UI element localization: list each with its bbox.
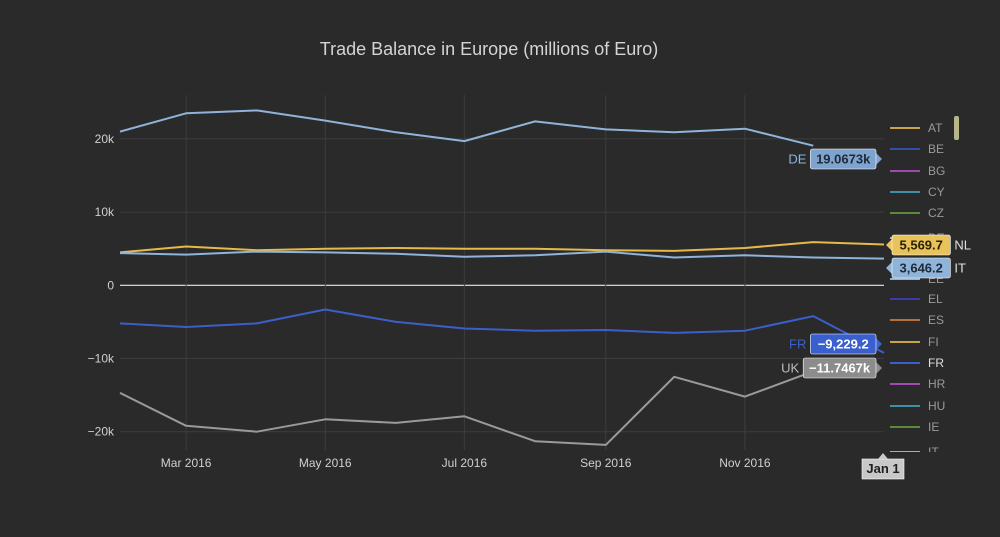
hover-label-it: 3,646.2 IT <box>886 257 966 279</box>
y-tick-label: 0 <box>107 278 114 292</box>
y-tick-label: −20k <box>88 425 115 439</box>
legend-item-hu[interactable]: HU <box>890 399 945 413</box>
series-line-fr <box>119 308 885 354</box>
hover-label-value: 19.0673k <box>816 152 871 167</box>
hover-label-pointer <box>876 338 882 350</box>
y-tick-label: 20k <box>95 132 115 146</box>
x-tick-label: Mar 2016 <box>161 456 212 470</box>
legend-item-bg[interactable]: BG <box>890 164 945 178</box>
hover-label-series-name: FR <box>789 337 806 352</box>
series-line-it <box>119 250 885 260</box>
x-tick-label: May 2016 <box>299 456 352 470</box>
legend-label: BE <box>928 142 944 156</box>
hover-label-value: −9,229.2 <box>818 337 869 352</box>
x-tick-label: Nov 2016 <box>719 456 771 470</box>
hover-label-value: 5,569.7 <box>900 238 943 253</box>
series-line-uk <box>119 370 814 446</box>
legend-item-at[interactable]: AT <box>890 121 943 135</box>
hover-label-box <box>810 148 877 170</box>
hover-label-value: −11.7467k <box>809 361 871 376</box>
hover-label-uk: −11.7467k UK <box>781 357 882 379</box>
hover-label-nl: 5,569.7 NL <box>886 234 971 256</box>
legend-label: BG <box>928 164 945 178</box>
legend-label: IE <box>928 420 939 434</box>
y-tick-label: 10k <box>95 205 115 219</box>
hover-label-box <box>802 357 877 379</box>
y-tick-label: −10k <box>88 352 115 366</box>
hover-label-box <box>810 333 877 355</box>
legend-scrollbar-thumb[interactable] <box>954 116 959 140</box>
hover-x-label: Jan 1 <box>861 453 905 480</box>
grid <box>120 95 884 450</box>
legend[interactable]: ATBEBGCYCZELESFIFRHRHUIEDEEEIT <box>890 116 959 459</box>
hover-label-series-name: IT <box>954 261 966 276</box>
hover-x-label-pointer <box>878 453 888 459</box>
hover-label-value: 3,646.2 <box>900 261 943 276</box>
hover-label-pointer <box>886 262 892 274</box>
legend-label: HR <box>928 377 946 391</box>
hover-label-box <box>891 234 951 256</box>
legend-item-it-partial: IT <box>890 445 939 459</box>
legend-item-fi[interactable]: FI <box>890 335 939 349</box>
hover-label-fr: −9,229.2 FR <box>789 333 882 355</box>
hover-label-de: 19.0673k DE <box>788 148 882 170</box>
series-line-de <box>119 109 814 147</box>
legend-label: AT <box>928 121 943 135</box>
series-lines <box>119 109 885 446</box>
legend-item-be[interactable]: BE <box>890 142 944 156</box>
legend-label: IT <box>928 445 939 459</box>
hover-label-pointer <box>876 153 882 165</box>
legend-label: ES <box>928 313 944 327</box>
legend-item-fr[interactable]: FR <box>890 356 944 370</box>
chart-title: Trade Balance in Europe (millions of Eur… <box>320 39 659 59</box>
legend-label: FI <box>928 335 939 349</box>
series-line-nl <box>119 241 885 254</box>
legend-item-cz[interactable]: CZ <box>890 206 944 220</box>
hover-label-box <box>891 257 951 279</box>
hover-x-label-text: Jan 1 <box>866 461 899 476</box>
legend-label: CZ <box>928 206 944 220</box>
hover-label-series-name: UK <box>781 361 799 376</box>
legend-item-ie[interactable]: IE <box>890 420 939 434</box>
legend-item-el[interactable]: EL <box>890 292 943 306</box>
legend-item-es[interactable]: ES <box>890 313 944 327</box>
x-axis: Mar 2016 May 2016 Jul 2016 Sep 2016 Nov 2016 <box>161 456 771 470</box>
x-tick-label: Jul 2016 <box>442 456 488 470</box>
legend-label: EL <box>928 292 943 306</box>
legend-label: FR <box>928 356 944 370</box>
legend-items: ATBEBGCYCZELESFIFRHRHUIEDEEEIT <box>890 121 946 459</box>
legend-label: HU <box>928 399 945 413</box>
hover-label-pointer <box>886 239 892 251</box>
x-tick-label: Sep 2016 <box>580 456 632 470</box>
legend-label: CY <box>928 185 945 199</box>
legend-item-cy[interactable]: CY <box>890 185 945 199</box>
y-axis: 20k 10k 0 −10k −20k <box>88 132 115 439</box>
hover-label-pointer <box>876 362 882 374</box>
hover-label-series-name: DE <box>788 152 806 167</box>
legend-item-hr[interactable]: HR <box>890 377 946 391</box>
hover-label-series-name: NL <box>954 238 971 253</box>
